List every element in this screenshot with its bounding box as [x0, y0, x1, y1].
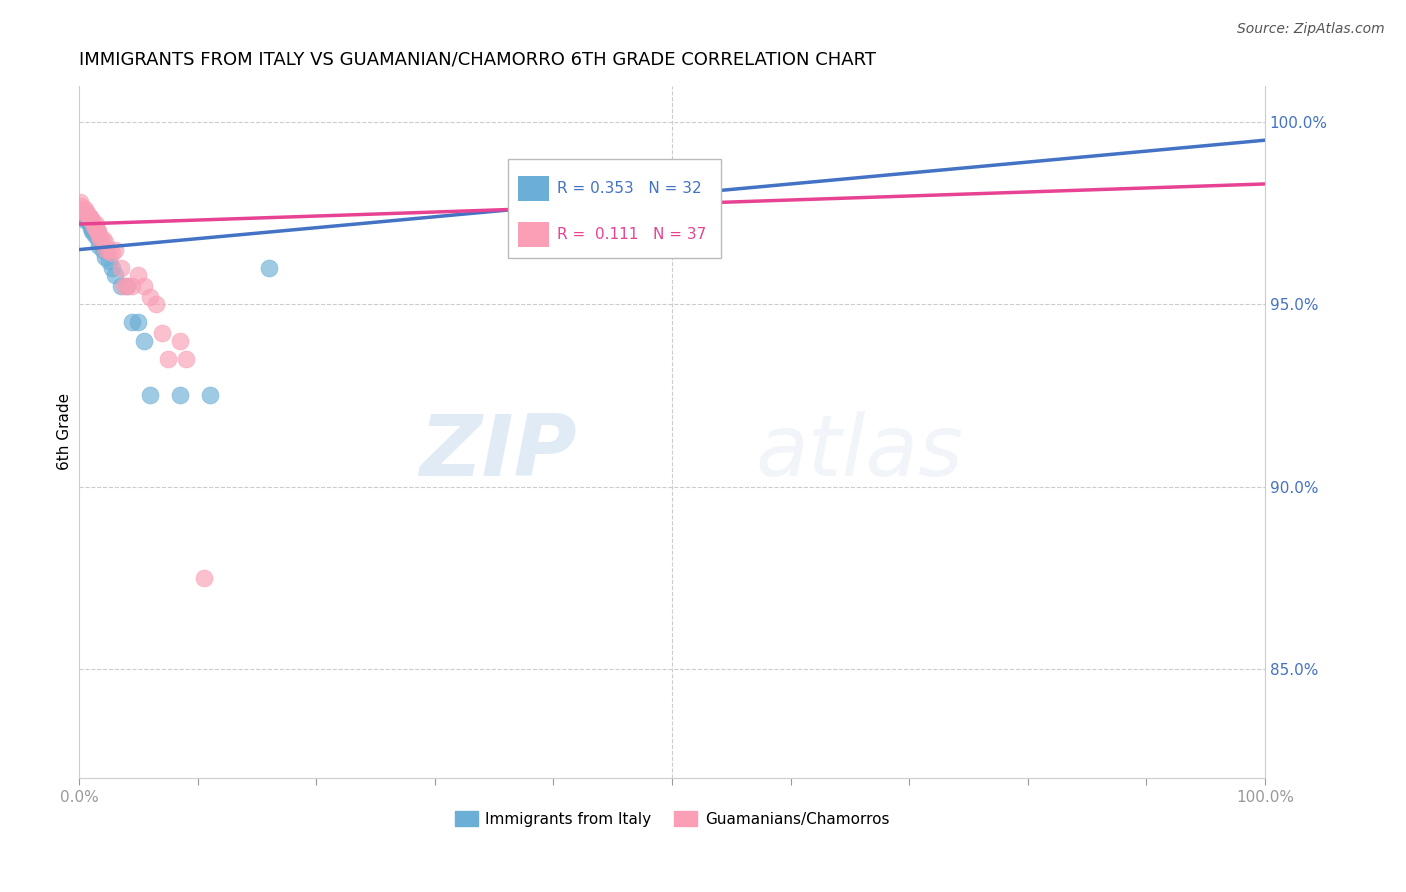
Point [87, 232, 110, 246]
Point [169, 334, 191, 348]
Point [82, 213, 104, 227]
Point [80, 213, 103, 227]
Point [82, 224, 104, 238]
Point [110, 260, 132, 275]
Point [110, 279, 132, 293]
Point [73, 213, 96, 227]
Point [145, 297, 167, 311]
Point [73, 202, 96, 217]
Text: Source: ZipAtlas.com: Source: ZipAtlas.com [1237, 22, 1385, 37]
Point [70, 199, 93, 213]
Point [115, 279, 138, 293]
Point [75, 210, 97, 224]
Y-axis label: 6th Grade: 6th Grade [58, 393, 72, 470]
Point [127, 316, 149, 330]
Point [198, 388, 221, 402]
Point [174, 351, 197, 366]
Point [69, 206, 91, 220]
Text: R =  0.111   N = 37: R = 0.111 N = 37 [557, 227, 707, 242]
Point [169, 388, 191, 402]
Text: R = 0.353   N = 32: R = 0.353 N = 32 [557, 181, 702, 196]
Point [73, 206, 96, 220]
Point [193, 571, 215, 585]
Point [72, 202, 94, 217]
Point [72, 206, 94, 220]
Point [84, 217, 107, 231]
Text: IMMIGRANTS FROM ITALY VS GUAMANIAN/CHAMORRO 6TH GRADE CORRELATION CHART: IMMIGRANTS FROM ITALY VS GUAMANIAN/CHAMO… [79, 51, 876, 69]
Point [96, 243, 118, 257]
Point [150, 326, 173, 341]
Point [104, 243, 127, 257]
Point [89, 232, 111, 246]
Point [97, 253, 120, 268]
Point [75, 206, 97, 220]
Point [121, 316, 143, 330]
Point [94, 250, 117, 264]
Point [96, 243, 118, 257]
Point [101, 246, 124, 260]
Point [104, 268, 127, 282]
Point [89, 227, 111, 242]
Point [83, 227, 105, 242]
Point [91, 243, 114, 257]
Point [121, 279, 143, 293]
Point [157, 351, 180, 366]
Point [76, 213, 98, 227]
Point [76, 206, 98, 220]
Point [69, 195, 91, 210]
Point [87, 224, 110, 238]
Point [134, 334, 156, 348]
Point [82, 217, 104, 231]
Point [89, 232, 111, 246]
Point [97, 243, 120, 257]
Point [91, 232, 114, 246]
Point [86, 224, 108, 238]
Point [80, 220, 103, 235]
Point [257, 260, 280, 275]
Point [67, 206, 90, 220]
Point [77, 210, 100, 224]
Point [89, 239, 111, 253]
Point [134, 279, 156, 293]
Point [101, 260, 124, 275]
Point [79, 210, 101, 224]
Point [127, 268, 149, 282]
Point [77, 210, 100, 224]
Point [139, 290, 162, 304]
Point [112, 279, 135, 293]
Point [94, 235, 117, 250]
Point [82, 224, 104, 238]
Point [115, 279, 138, 293]
Text: ZIP: ZIP [419, 411, 576, 494]
Point [73, 210, 96, 224]
Point [86, 224, 108, 238]
Point [83, 220, 105, 235]
Legend: Immigrants from Italy, Guamanians/Chamorros: Immigrants from Italy, Guamanians/Chamor… [449, 805, 896, 833]
Point [79, 217, 101, 231]
Point [139, 388, 162, 402]
Text: atlas: atlas [755, 411, 963, 494]
